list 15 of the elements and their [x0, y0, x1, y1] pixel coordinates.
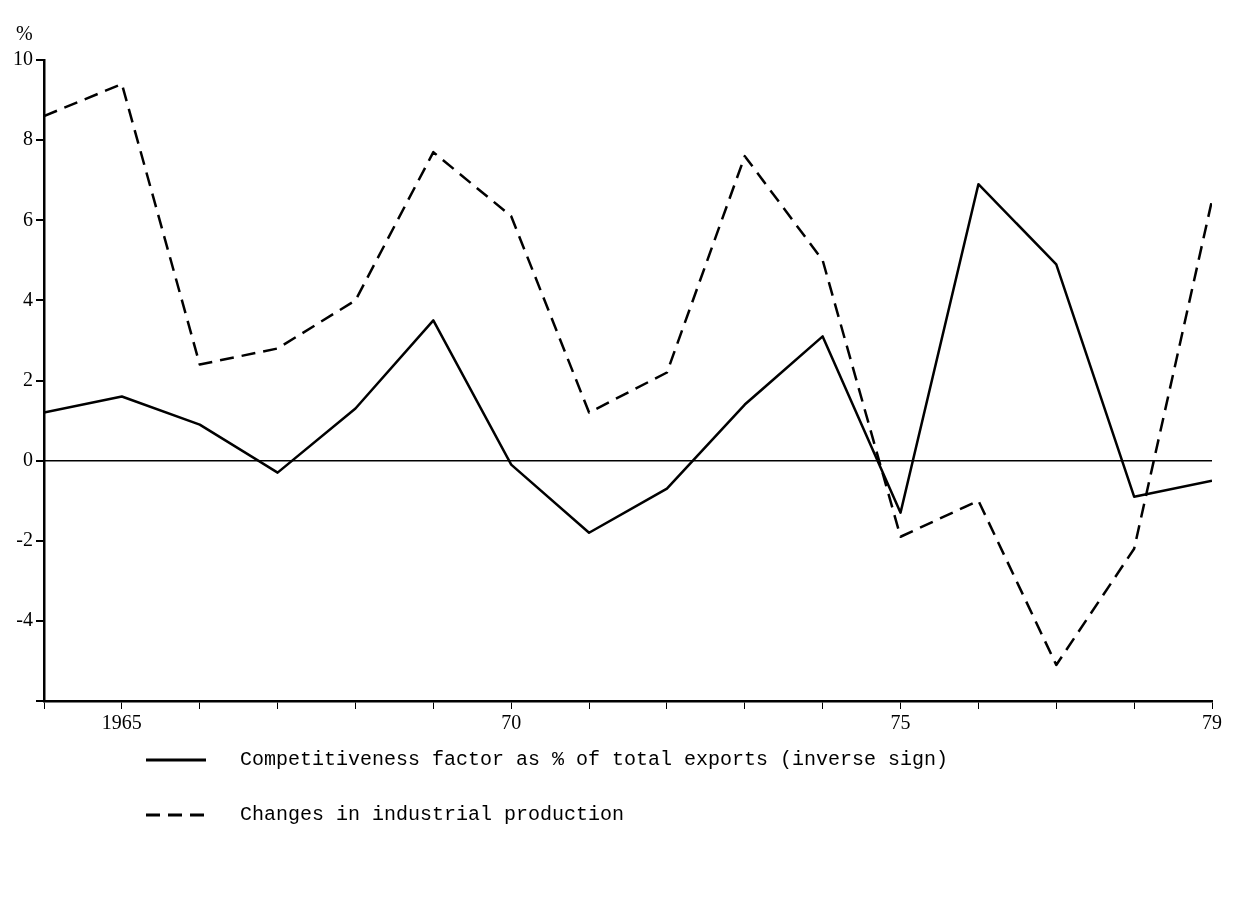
y-tick-label: 4	[23, 287, 33, 310]
y-tick-label: 10	[13, 47, 33, 70]
y-tick-label: 8	[23, 127, 33, 150]
y-tick-label: 6	[23, 207, 33, 230]
x-tick-label: 1965	[101, 711, 142, 734]
y-tick-label: 0	[23, 447, 33, 470]
legend-label: Changes in industrial production	[240, 803, 625, 827]
x-tick-label: 79	[1202, 711, 1222, 734]
y-tick-label: 2	[23, 367, 33, 390]
y-tick-label: -2	[16, 528, 33, 550]
legend-label: Competitiveness factor as % of total exports (inverse sign)	[240, 748, 949, 772]
x-tick-label: 70	[501, 711, 522, 734]
y-tick-label: -4	[16, 608, 33, 631]
y-axis-title: %	[16, 22, 33, 44]
x-tick-label: 75	[890, 711, 911, 734]
